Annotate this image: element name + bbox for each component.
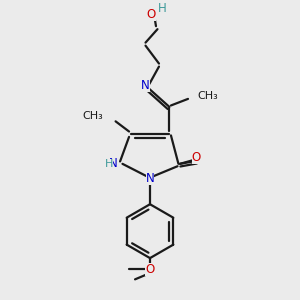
Text: N: N xyxy=(146,172,154,185)
Text: N: N xyxy=(109,157,118,170)
Text: CH₃: CH₃ xyxy=(197,92,218,101)
Text: N: N xyxy=(141,79,150,92)
Text: CH₃: CH₃ xyxy=(83,111,104,121)
Text: O: O xyxy=(146,263,154,276)
Text: H: H xyxy=(104,159,113,169)
Text: H: H xyxy=(158,2,167,15)
Text: O: O xyxy=(192,151,201,164)
Text: O: O xyxy=(147,8,156,21)
